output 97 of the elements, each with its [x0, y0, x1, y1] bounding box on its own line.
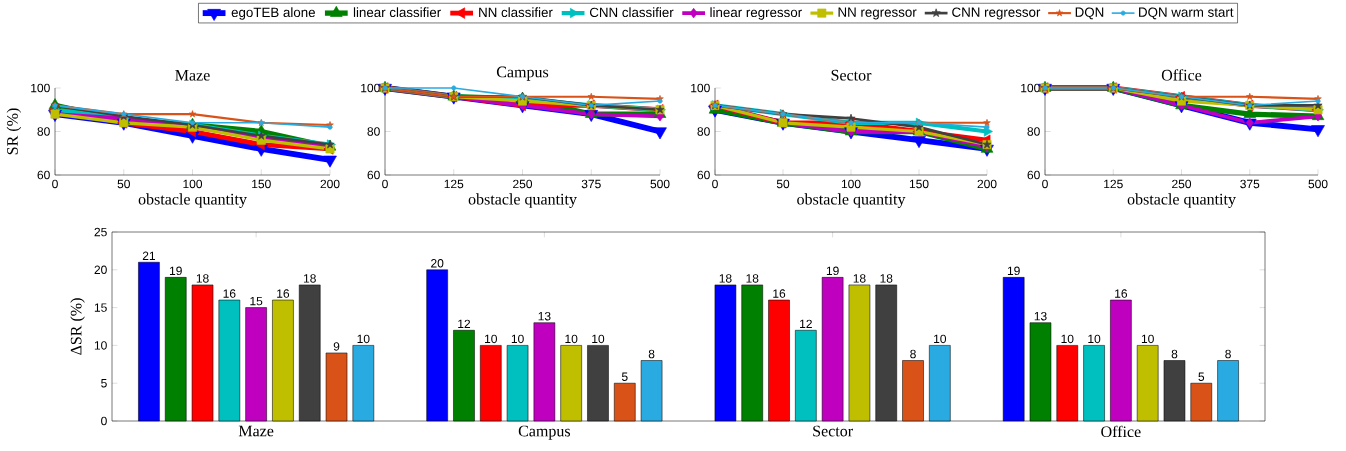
data-label: 18 — [880, 274, 893, 283]
y-tick-label: 100 — [691, 83, 710, 93]
x-tick-label: Office — [1101, 425, 1141, 438]
y-tick-label: 100 — [31, 83, 50, 93]
x-tick-label: 125 — [444, 179, 464, 189]
y-tick-label: 25 — [94, 227, 107, 237]
data-label: 10 — [357, 334, 370, 344]
data-label: 10 — [565, 334, 578, 344]
y-tick-label: 0 — [101, 416, 107, 426]
x-tick-label: 200 — [977, 179, 997, 189]
y-tick-label: 60 — [697, 170, 710, 180]
data-label: 5 — [1198, 372, 1205, 381]
data-label: 18 — [196, 274, 209, 283]
x-tick-label: Maze — [238, 425, 274, 437]
data-label: 10 — [934, 334, 947, 344]
data-label: 16 — [277, 289, 290, 298]
x-tick-label: Campus — [518, 425, 571, 440]
x-tick-label: 50 — [776, 179, 790, 189]
data-label: 18 — [853, 274, 866, 283]
x-tick-label: 0 — [712, 179, 718, 189]
data-label: 10 — [1061, 334, 1074, 344]
data-label: 10 — [1088, 334, 1101, 344]
x-tick-label: 150 — [252, 179, 271, 189]
chart-title: Maze — [175, 69, 210, 81]
x-tick-label: 500 — [1308, 179, 1328, 189]
data-label: 8 — [910, 349, 916, 359]
y-tick-label: 15 — [94, 303, 107, 312]
data-label: 13 — [1034, 311, 1047, 321]
data-label: 12 — [458, 319, 471, 329]
x-tick-label: 0 — [1042, 179, 1048, 189]
data-label: 16 — [223, 289, 236, 298]
y-tick-label: 60 — [367, 170, 380, 180]
legend-label: CNN regressor — [952, 7, 1041, 20]
data-label: 5 — [621, 372, 628, 381]
data-label: 18 — [746, 274, 759, 283]
data-label: 10 — [511, 334, 524, 344]
y-tick-label: 80 — [367, 127, 380, 136]
data-label: 16 — [773, 289, 786, 298]
y-tick-label: 60 — [37, 170, 50, 180]
data-label: 20 — [431, 259, 444, 268]
data-label: 16 — [1115, 289, 1128, 298]
x-tick-label: 150 — [909, 179, 929, 189]
legend-label: CNN classifier — [589, 7, 674, 18]
y-tick-label: 100 — [361, 83, 380, 93]
legend-label: egoTEB alone — [231, 7, 315, 20]
x-tick-label: 0 — [382, 179, 388, 189]
x-tick-label: Sector — [813, 425, 853, 437]
x-tick-label: 500 — [650, 179, 670, 189]
data-label: 10 — [592, 334, 605, 344]
y-tick-label: 60 — [1027, 170, 1040, 180]
data-label: 8 — [1225, 349, 1231, 359]
x-tick-label: 250 — [513, 179, 533, 189]
data-label: 18 — [303, 274, 316, 283]
x-axis-title: obstacle quantity — [468, 193, 577, 208]
legend-label: DQN warm start — [1139, 7, 1234, 20]
x-tick-label: 50 — [117, 179, 130, 189]
data-label: 15 — [250, 296, 263, 306]
data-label: 10 — [485, 334, 497, 344]
chart-title: Office — [1161, 69, 1202, 81]
y-tick-label: 80 — [1027, 127, 1040, 136]
x-axis-title: obstacle quantity — [797, 193, 906, 208]
data-label: 19 — [1007, 266, 1020, 276]
y-axis-title: ΔSR (%) — [70, 298, 85, 355]
x-tick-label: 100 — [183, 179, 203, 189]
data-label: 12 — [800, 319, 812, 329]
data-label: 13 — [538, 311, 551, 321]
x-tick-label: 375 — [1240, 179, 1260, 189]
data-label: 8 — [1171, 349, 1178, 359]
x-tick-label: 0 — [52, 179, 58, 189]
y-tick-label: 80 — [37, 127, 50, 136]
legend-label: DQN — [1075, 7, 1104, 20]
y-axis-title: SR (%) — [6, 108, 22, 155]
y-tick-label: 100 — [1021, 83, 1040, 93]
x-tick-label: 375 — [581, 179, 601, 189]
data-label: 8 — [648, 349, 655, 359]
y-tick-label: 80 — [697, 127, 710, 136]
y-tick-label: 20 — [94, 265, 107, 275]
chart-title: Sector — [831, 69, 872, 81]
data-label: 9 — [333, 342, 340, 351]
y-tick-label: 10 — [94, 341, 107, 350]
legend-label: NN regressor — [838, 7, 917, 20]
x-tick-label: 100 — [841, 179, 861, 189]
data-label: 19 — [826, 266, 839, 276]
chart-title: Campus — [496, 66, 549, 81]
legend-label: linear classifier — [353, 7, 441, 18]
data-label: 19 — [169, 266, 182, 276]
x-axis-title: obstacle quantity — [1127, 193, 1236, 208]
legend-label: NN classifier — [479, 7, 553, 18]
legend-label: linear regressor — [710, 7, 802, 20]
data-label: 10 — [1141, 334, 1154, 344]
x-axis-title: obstacle quantity — [138, 193, 247, 208]
data-label: 18 — [719, 274, 732, 283]
y-tick-label: 5 — [101, 379, 107, 388]
x-tick-label: 200 — [320, 179, 340, 189]
x-tick-label: 125 — [1104, 179, 1123, 189]
x-tick-label: 250 — [1172, 179, 1192, 189]
data-label: 21 — [142, 251, 156, 260]
